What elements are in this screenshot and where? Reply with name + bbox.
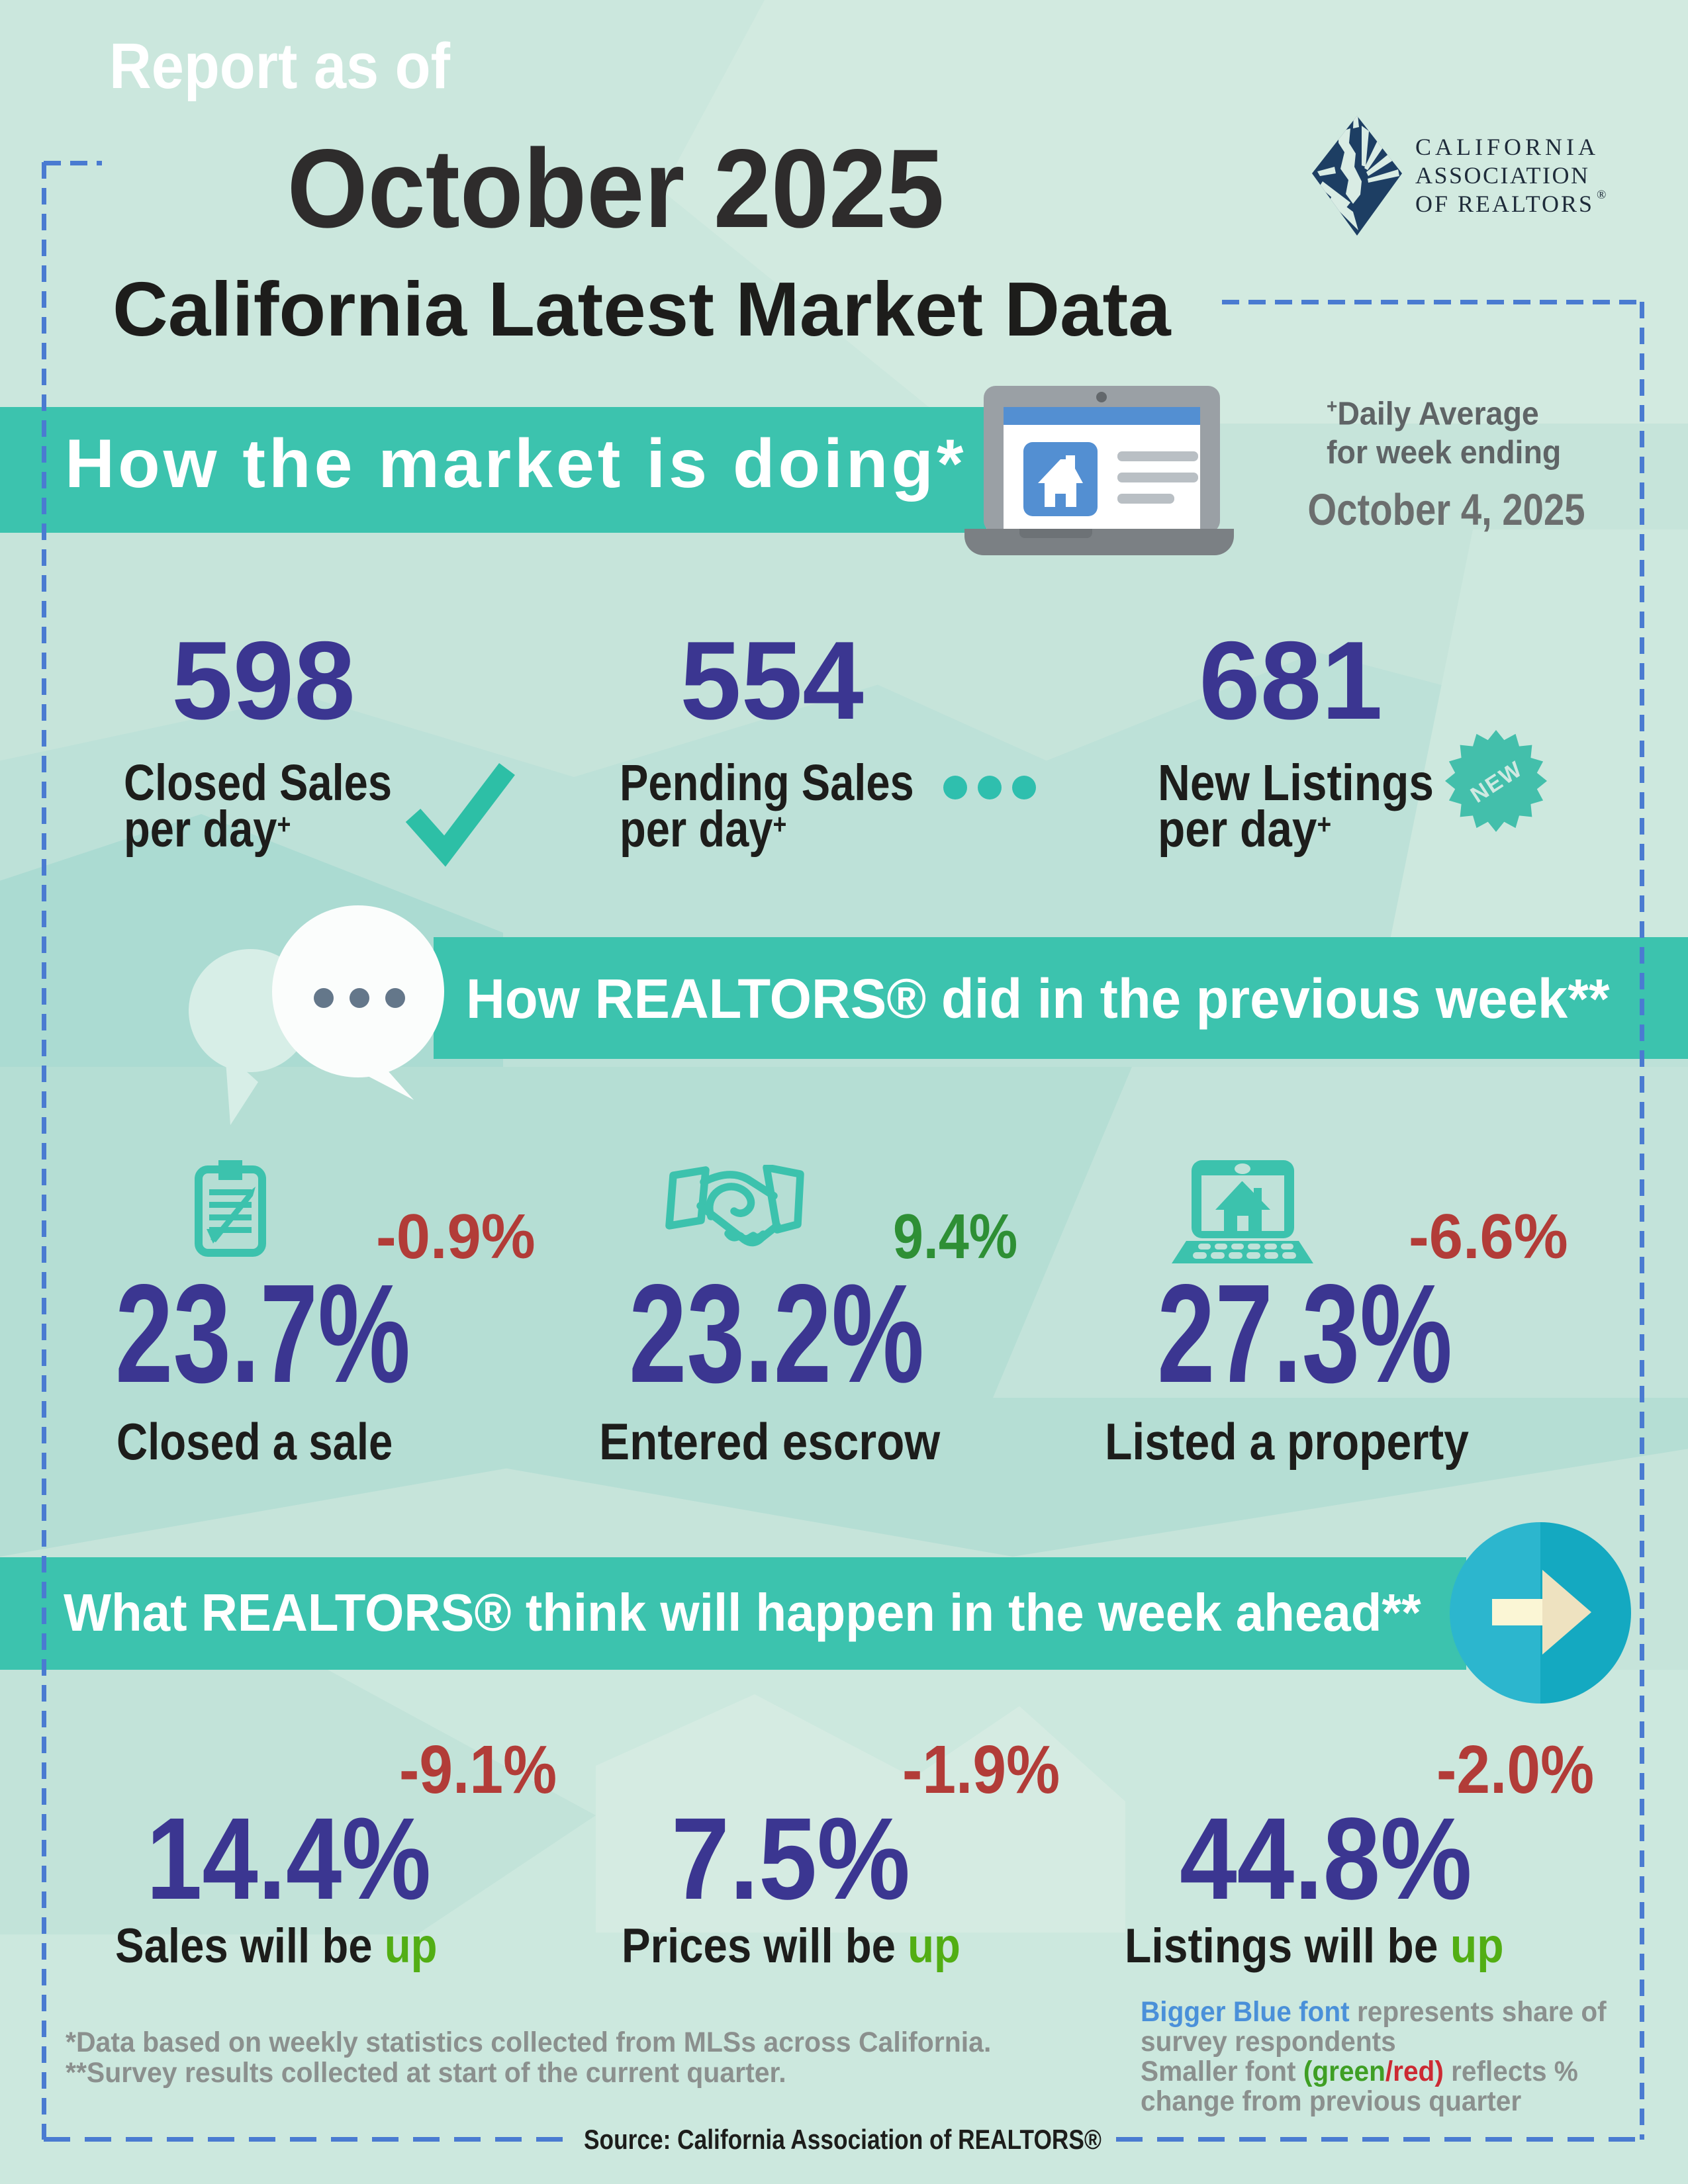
svg-text:CALIFORNIA: CALIFORNIA [1415, 134, 1599, 160]
svg-text:ASSOCIATION: ASSOCIATION [1415, 162, 1590, 189]
svg-text:®: ® [1597, 188, 1606, 202]
svg-text:OF REALTORS: OF REALTORS [1415, 191, 1594, 217]
